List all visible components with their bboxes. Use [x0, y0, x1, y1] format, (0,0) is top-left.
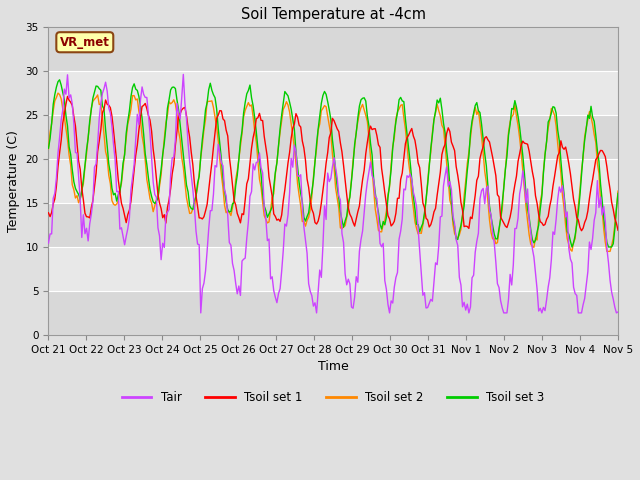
- Bar: [49, 291, 618, 335]
- Bar: [49, 27, 618, 71]
- Text: VR_met: VR_met: [60, 36, 109, 49]
- Bar: [49, 71, 618, 115]
- Legend: Tair, Tsoil set 1, Tsoil set 2, Tsoil set 3: Tair, Tsoil set 1, Tsoil set 2, Tsoil se…: [117, 386, 549, 409]
- Y-axis label: Temperature (C): Temperature (C): [7, 130, 20, 232]
- Bar: [49, 159, 618, 203]
- Title: Soil Temperature at -4cm: Soil Temperature at -4cm: [241, 7, 426, 22]
- Bar: [49, 203, 618, 247]
- Bar: [49, 115, 618, 159]
- Bar: [49, 247, 618, 291]
- X-axis label: Time: Time: [318, 360, 349, 373]
